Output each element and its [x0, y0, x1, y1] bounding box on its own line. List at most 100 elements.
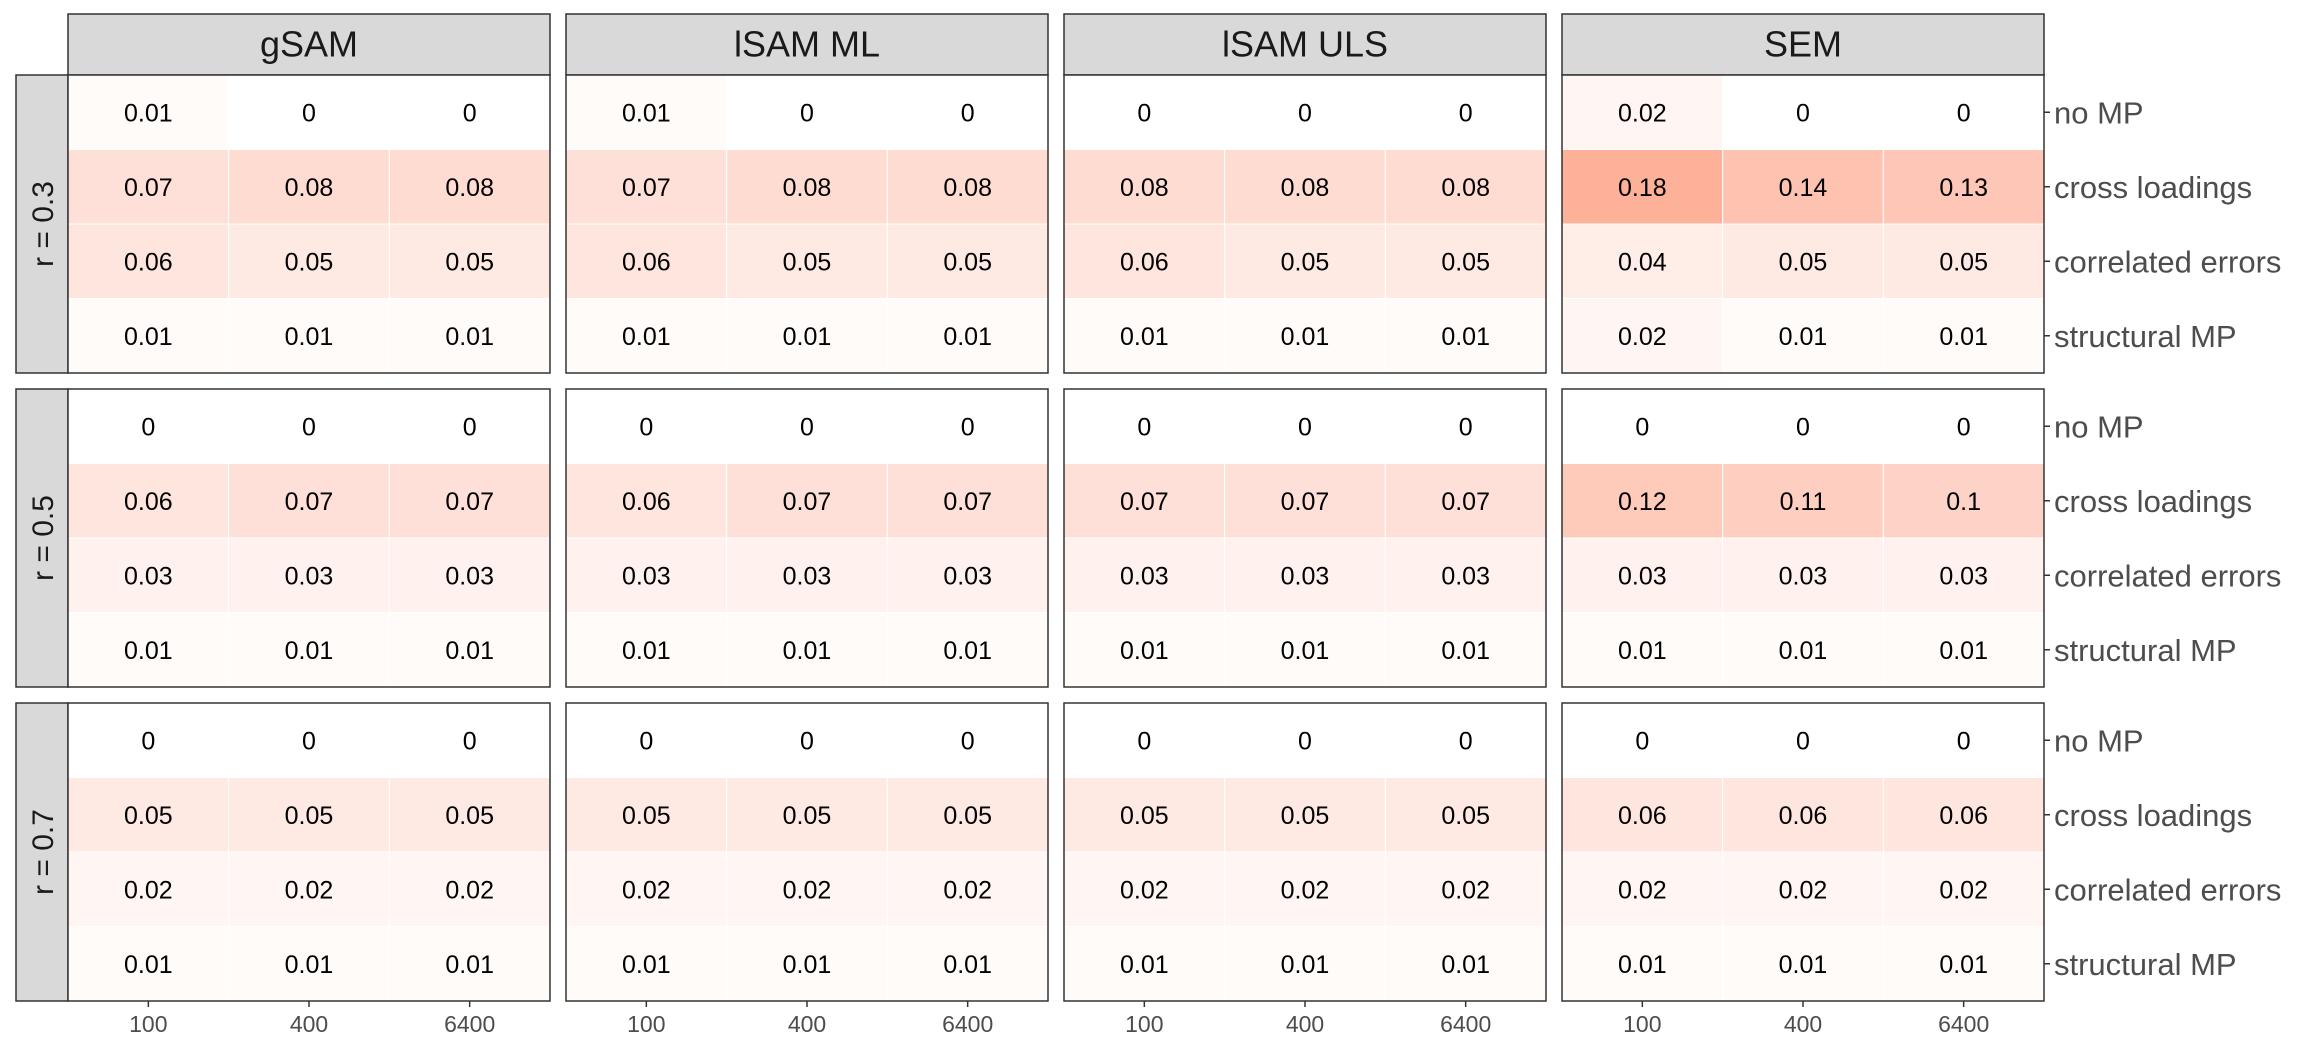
- y-axis-tick-label: no MP: [2054, 95, 2144, 130]
- heatmap-tile: [228, 223, 390, 299]
- heatmap-tile: [886, 223, 1049, 299]
- tile-value-label: 0.03: [1120, 562, 1169, 590]
- row-strip-label: r = 0.3: [27, 181, 60, 267]
- heatmap-tile: [1561, 463, 1724, 539]
- row-strip-label: r = 0.7: [27, 809, 60, 895]
- tile-value-label: 0: [961, 413, 975, 441]
- y-axis-tick-label: no MP: [2054, 723, 2144, 758]
- tile-value-label: 0: [302, 99, 316, 127]
- tile-value-label: 0: [800, 413, 814, 441]
- column-strip: [1561, 13, 2045, 76]
- tile-value-label: 0.01: [1441, 637, 1490, 665]
- x-axis-tick-label: 100: [129, 1011, 167, 1037]
- heatmap-tile: [1882, 612, 2045, 688]
- tile-value-label: 0.08: [1441, 174, 1490, 202]
- heatmap-tile: [1384, 612, 1547, 688]
- heatmap-tile: [1384, 74, 1547, 150]
- heatmap-tile: [726, 926, 888, 1002]
- x-axis-tick-label: 400: [1286, 1011, 1324, 1037]
- tile-value-label: 0.03: [1281, 562, 1330, 590]
- heatmap-tile: [1882, 926, 2045, 1002]
- heatmap-tile: [1384, 926, 1547, 1002]
- tile-value-label: 0.01: [445, 951, 494, 979]
- tile-value-label: 0.07: [124, 174, 173, 202]
- column-strip-label: SEM: [1764, 24, 1842, 65]
- tile-value-label: 0.02: [1281, 876, 1330, 904]
- heatmap-tile: [726, 74, 888, 150]
- tile-value-label: 0: [639, 727, 653, 755]
- y-axis-tick-label: cross loadings: [2054, 798, 2252, 833]
- heatmap-tile: [228, 149, 390, 225]
- heatmap-tile: [726, 149, 888, 225]
- tile-value-label: 0.06: [622, 488, 671, 516]
- heatmap-tile: [1561, 388, 1724, 464]
- x-axis-tick-label: 100: [1623, 1011, 1661, 1037]
- heatmap-tile: [726, 463, 888, 539]
- tile-value-label: 0.06: [1939, 802, 1988, 830]
- tile-value-label: 0.07: [783, 488, 832, 516]
- tile-value-label: 0.14: [1779, 174, 1828, 202]
- heatmap-tile: [388, 74, 551, 150]
- heatmap-tile: [1063, 851, 1226, 927]
- x-axis-tick-label: 400: [1784, 1011, 1822, 1037]
- tile-value-label: 0.08: [783, 174, 832, 202]
- heatmap-tile: [67, 298, 230, 374]
- heatmap-tile: [726, 612, 888, 688]
- tile-value-label: 0.08: [445, 174, 494, 202]
- tile-value-label: 0.06: [622, 248, 671, 276]
- heatmap-tile: [1882, 463, 2045, 539]
- heatmap-tile: [228, 388, 390, 464]
- heatmap-tile: [228, 777, 390, 853]
- tile-value-label: 0.07: [622, 174, 671, 202]
- tile-value-label: 0: [1957, 99, 1971, 127]
- tile-value-label: 0.01: [622, 323, 671, 351]
- tile-value-label: 0: [1137, 413, 1151, 441]
- row-strip: [15, 388, 69, 688]
- heatmap-tile: [67, 612, 230, 688]
- tile-value-label: 0.03: [1939, 562, 1988, 590]
- heatmap-tile: [228, 612, 390, 688]
- heatmap-tile: [1882, 149, 2045, 225]
- tile-value-label: 0.05: [285, 248, 334, 276]
- tile-value-label: 0.01: [1281, 323, 1330, 351]
- tile-value-label: 0.01: [783, 323, 832, 351]
- row-strip: [15, 74, 69, 374]
- tile-value-label: 0.08: [1120, 174, 1169, 202]
- tile-value-label: 0.08: [943, 174, 992, 202]
- y-axis-tick-label: correlated errors: [2054, 244, 2281, 279]
- heatmap-tile: [565, 298, 728, 374]
- tile-value-label: 0.02: [943, 876, 992, 904]
- tile-value-label: 0.01: [1939, 323, 1988, 351]
- heatmap-tile: [886, 388, 1049, 464]
- x-axis-tick-label: 400: [290, 1011, 328, 1037]
- tile-value-label: 0.06: [124, 248, 173, 276]
- heatmap-tile: [886, 926, 1049, 1002]
- heatmap-tile: [886, 74, 1049, 150]
- tile-value-label: 0.12: [1618, 488, 1667, 516]
- heatmap-tile: [565, 388, 728, 464]
- heatmap-tile: [228, 702, 390, 778]
- tile-value-label: 0.01: [943, 637, 992, 665]
- tile-value-label: 0: [1298, 727, 1312, 755]
- tile-value-label: 0.07: [1441, 488, 1490, 516]
- tile-value-label: 0.05: [124, 802, 173, 830]
- heatmap-tile: [1224, 926, 1386, 1002]
- tile-value-label: 0.02: [1939, 876, 1988, 904]
- heatmap-tile: [1063, 612, 1226, 688]
- tile-value-label: 0.01: [1120, 637, 1169, 665]
- tile-value-label: 0: [141, 413, 155, 441]
- tile-value-label: 0.11: [1780, 488, 1827, 516]
- heatmap-tile: [1561, 298, 1724, 374]
- tile-value-label: 0: [1635, 727, 1649, 755]
- tile-value-label: 0.05: [445, 802, 494, 830]
- heatmap-tile: [1561, 926, 1724, 1002]
- heatmap-tile: [1561, 74, 1724, 150]
- column-strip-label: gSAM: [260, 24, 358, 65]
- y-axis-tick-label: structural MP: [2054, 633, 2237, 668]
- x-axis-tick-label: 400: [788, 1011, 826, 1037]
- tile-value-label: 0: [1459, 727, 1473, 755]
- tile-value-label: 0.03: [1779, 562, 1828, 590]
- tile-value-label: 0.07: [445, 488, 494, 516]
- heatmap-tile: [1384, 702, 1547, 778]
- tile-value-label: 0.01: [124, 99, 173, 127]
